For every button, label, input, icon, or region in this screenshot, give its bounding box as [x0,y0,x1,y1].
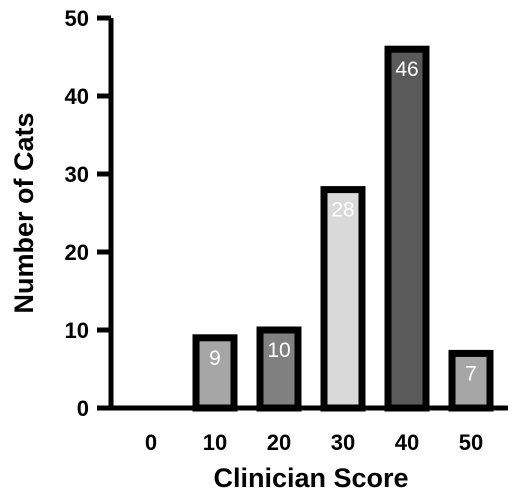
x-tick-label-50: 50 [459,430,483,455]
y-tick-label-10: 10 [65,318,89,343]
x-tick-label-40: 40 [395,430,419,455]
bars-group: 9 10 28 46 7 [192,45,494,412]
ticks-group: 0 10 20 30 40 50 0 10 20 30 40 50 [65,6,484,455]
y-tick-label-50: 50 [65,6,89,31]
data-label-30: 28 [331,199,354,222]
y-tick-label-20: 20 [65,240,89,265]
x-tick-label-0: 0 [145,430,157,455]
data-label-50: 7 [465,362,477,385]
x-tick-label-30: 30 [331,430,355,455]
data-label-40: 46 [395,58,418,81]
bar-30 [320,186,366,412]
x-tick-label-20: 20 [267,430,291,455]
y-tick-label-40: 40 [65,84,89,109]
x-tick-label-10: 10 [203,430,227,455]
y-tick-label-30: 30 [65,162,89,187]
y-tick-label-0: 0 [77,396,89,421]
data-label-20: 10 [267,339,290,362]
axes-group [108,18,508,411]
x-axis-title: Clinician Score [213,463,408,493]
data-label-10: 9 [209,347,221,370]
y-axis-title: Number of Cats [9,112,39,313]
bar-40 [384,45,430,412]
